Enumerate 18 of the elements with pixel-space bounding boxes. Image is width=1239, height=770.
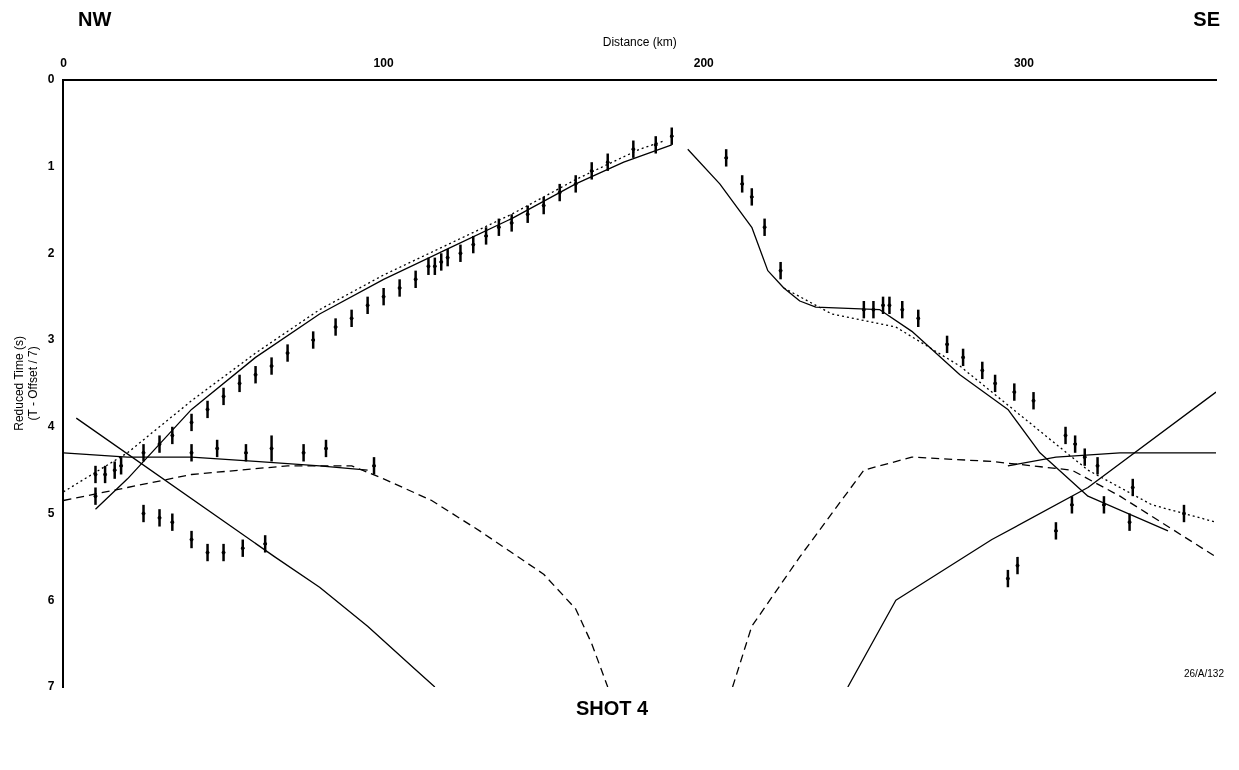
y-tick-label: 5 [47,505,55,520]
y-tick-label: 6 [47,592,55,607]
y-tick-label: 7 [47,679,55,694]
y-axis-title: Reduced Time (s) (T - Offset / 7) [11,336,40,431]
text: SE [1193,8,1220,31]
y-tick-label: 0 [47,72,55,87]
y-tick-label: 2 [47,245,55,260]
text: NW [78,8,112,31]
y-tick-label: 1 [47,158,55,173]
y-tick-label: 3 [47,332,55,347]
x-tick-label: 300 [1013,55,1035,70]
x-tick-label: 0 [60,55,68,70]
annotation: 26/A/132 [1183,668,1224,679]
y-tick-label: 4 [47,419,55,434]
text: SHOT 4 [575,696,649,719]
x-tick-label: 100 [373,55,394,70]
x-axis-title: Distance (km) [602,34,677,49]
x-tick-label: 200 [693,55,715,70]
